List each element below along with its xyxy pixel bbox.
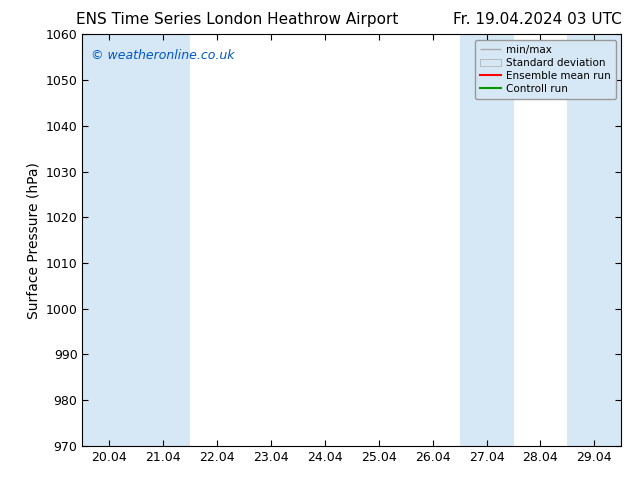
Bar: [567, 34, 621, 446]
Legend: min/max, Standard deviation, Ensemble mean run, Controll run: min/max, Standard deviation, Ensemble me…: [475, 40, 616, 99]
Bar: [460, 34, 514, 446]
Bar: [82, 34, 190, 446]
Text: © weatheronline.co.uk: © weatheronline.co.uk: [91, 49, 234, 62]
Text: Fr. 19.04.2024 03 UTC: Fr. 19.04.2024 03 UTC: [453, 12, 621, 27]
Text: ENS Time Series London Heathrow Airport: ENS Time Series London Heathrow Airport: [76, 12, 398, 27]
Y-axis label: Surface Pressure (hPa): Surface Pressure (hPa): [26, 162, 40, 318]
